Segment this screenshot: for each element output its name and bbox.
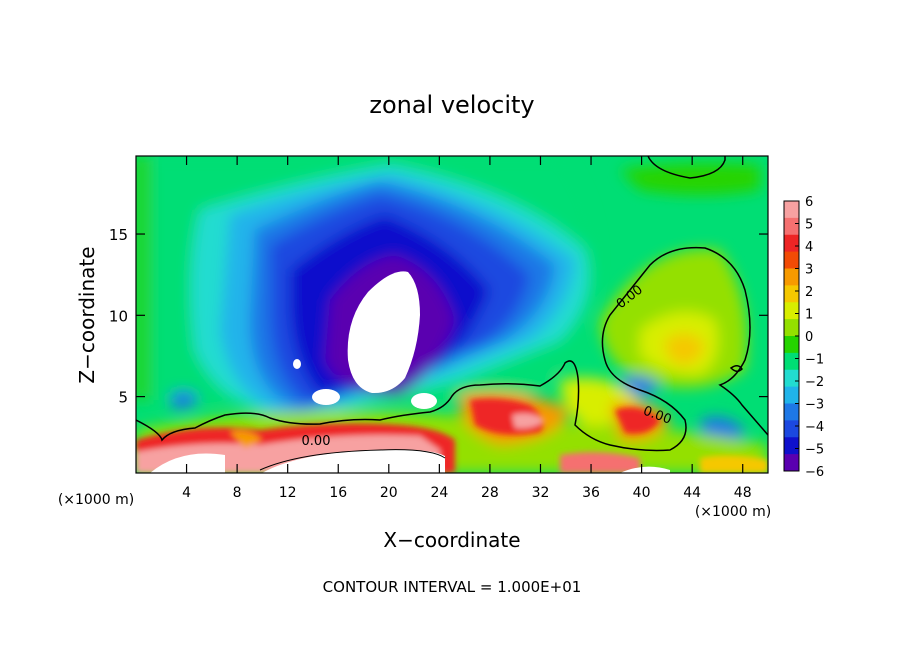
colorbar-swatch — [784, 234, 799, 253]
colorbar-label: 1 — [805, 308, 813, 323]
x-unit-left: (×1000 m) — [58, 492, 134, 508]
x-tick-label: 32 — [532, 485, 550, 501]
x-axis-label: X−coordinate — [383, 528, 520, 552]
masked-regions — [150, 271, 670, 473]
colorbar-label: −5 — [805, 443, 824, 458]
x-tick-label: 24 — [430, 485, 448, 501]
colorbar-swatch — [784, 201, 799, 219]
colorbar-swatch — [784, 454, 799, 472]
y-tick-label: 5 — [118, 389, 128, 407]
x-tick-label: 36 — [582, 485, 600, 501]
colorbar-label: 6 — [805, 195, 813, 210]
x-tick-label: 48 — [734, 485, 752, 501]
colorbar-label: −1 — [805, 353, 824, 368]
y-axis-label: Z−coordinate — [75, 246, 99, 383]
colorbar-label: 4 — [805, 240, 813, 255]
colorbar-swatch — [784, 352, 799, 371]
colorbar: 6 5 4 3 2 1 0 −1 −2 −3 −4 −5 −6 — [783, 195, 824, 480]
colorbar-swatch — [784, 302, 799, 320]
colorbar-swatch — [784, 369, 799, 388]
colorbar-swatch — [784, 386, 799, 404]
x-tick-label: 44 — [683, 485, 701, 501]
y-tick-label: 10 — [109, 307, 128, 325]
colorbar-label: −6 — [805, 465, 824, 480]
colorbar-label: −2 — [805, 375, 824, 390]
colorbar-swatch — [784, 217, 799, 236]
colorbar-swatch — [784, 403, 799, 421]
contour-interval-note: CONTOUR INTERVAL = 1.000E+01 — [323, 578, 582, 596]
colorbar-swatch — [784, 285, 799, 303]
colorbar-swatch — [784, 268, 799, 286]
colorbar-swatch — [784, 420, 799, 438]
colorbar-swatch — [784, 437, 799, 455]
colorbar-label: 3 — [805, 263, 813, 278]
x-tick-label: 8 — [233, 485, 242, 501]
x-tick-label: 12 — [279, 485, 297, 501]
colorbar-swatch — [784, 319, 799, 337]
colorbar-label: −3 — [805, 398, 824, 413]
colorbar-label: −4 — [805, 420, 824, 435]
y-tick-label: 15 — [109, 226, 128, 244]
colorbar-swatch — [784, 336, 799, 354]
x-unit-right: (×1000 m) — [695, 504, 771, 520]
x-tick-label: 4 — [182, 485, 191, 501]
plot-area — [136, 156, 768, 473]
colorbar-label: 0 — [805, 330, 813, 345]
colorbar-swatch — [784, 251, 799, 269]
colorbar-label: 5 — [805, 218, 813, 233]
y-axis: 5 10 15 — [109, 226, 768, 407]
x-axis: 4 8 12 16 20 24 28 32 36 40 44 48 — [182, 156, 752, 501]
x-tick-label: 40 — [633, 485, 651, 501]
chart-title: zonal velocity — [369, 91, 534, 119]
x-tick-label: 20 — [380, 485, 398, 501]
colorbar-label: 2 — [805, 285, 813, 300]
x-tick-label: 28 — [481, 485, 499, 501]
contour-lines — [136, 156, 768, 471]
contour-label-center: 0.00 — [302, 434, 331, 449]
plot-frame — [135, 155, 769, 474]
x-tick-label: 16 — [329, 485, 347, 501]
